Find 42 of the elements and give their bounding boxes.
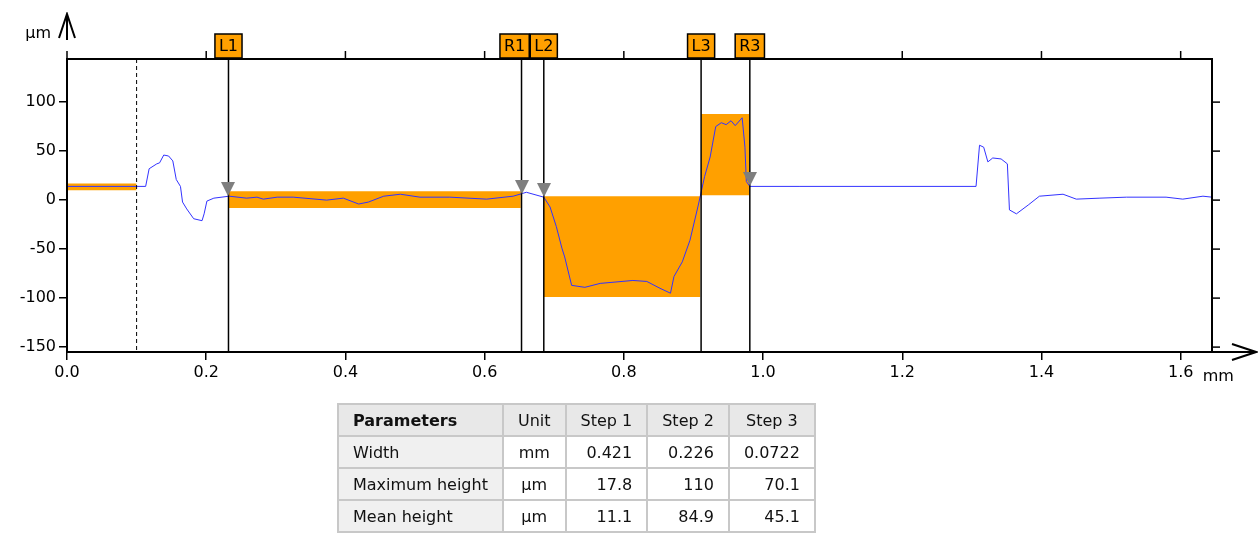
- y-tick-label: 100: [25, 91, 56, 111]
- y-axis-title: µm: [25, 23, 51, 43]
- category-label: Step 1: [565, 404, 648, 436]
- x-tick-label: 0.6: [471, 361, 498, 381]
- ref-line-label: L3: [691, 36, 711, 56]
- text: mm: [518, 442, 550, 462]
- text: 11.1: [596, 506, 633, 526]
- text: µm: [521, 474, 548, 494]
- text: 0.421: [586, 442, 633, 462]
- text: 0.226: [668, 442, 714, 462]
- x-tick-label: 1.6: [1167, 361, 1194, 381]
- y-tick-label: -150: [19, 336, 56, 356]
- text: Parameters: [338, 404, 503, 436]
- category-label: Unit: [502, 404, 566, 436]
- x-tick-label: 1.0: [750, 361, 776, 381]
- category-label: Step 3: [728, 404, 815, 436]
- category-label: Step 2: [647, 404, 729, 436]
- x-tick-label: 0.2: [193, 361, 219, 381]
- text: 0.0722: [743, 442, 800, 462]
- ref-line-label: R1: [503, 36, 526, 56]
- ref-line-label: L2: [534, 36, 554, 56]
- y-tick-label: -100: [19, 287, 56, 307]
- x-tick-label: 0.8: [611, 361, 637, 381]
- x-tick-label: 1.2: [889, 361, 915, 381]
- category-label: Mean height: [353, 506, 453, 526]
- y-tick-label: 50: [35, 140, 56, 160]
- ref-line-label: L1: [218, 36, 239, 56]
- text: 17.8: [596, 474, 633, 494]
- category-label: Width: [353, 442, 400, 462]
- category-label: Maximum height: [353, 474, 488, 494]
- x-tick-label: 0.4: [332, 361, 359, 381]
- text: 84.9: [678, 506, 714, 526]
- y-tick-label: 0: [45, 189, 56, 209]
- text: 110: [683, 474, 714, 494]
- ref-line-label: R3: [739, 36, 761, 56]
- x-axis-title: mm: [1202, 366, 1234, 386]
- text: 70.1: [764, 474, 800, 494]
- y-tick-label: -50: [29, 238, 56, 258]
- x-tick-label: 1.4: [1028, 361, 1055, 381]
- x-tick-label: 0.0: [54, 361, 80, 381]
- text: 45.1: [764, 506, 800, 526]
- text: µm: [521, 506, 548, 526]
